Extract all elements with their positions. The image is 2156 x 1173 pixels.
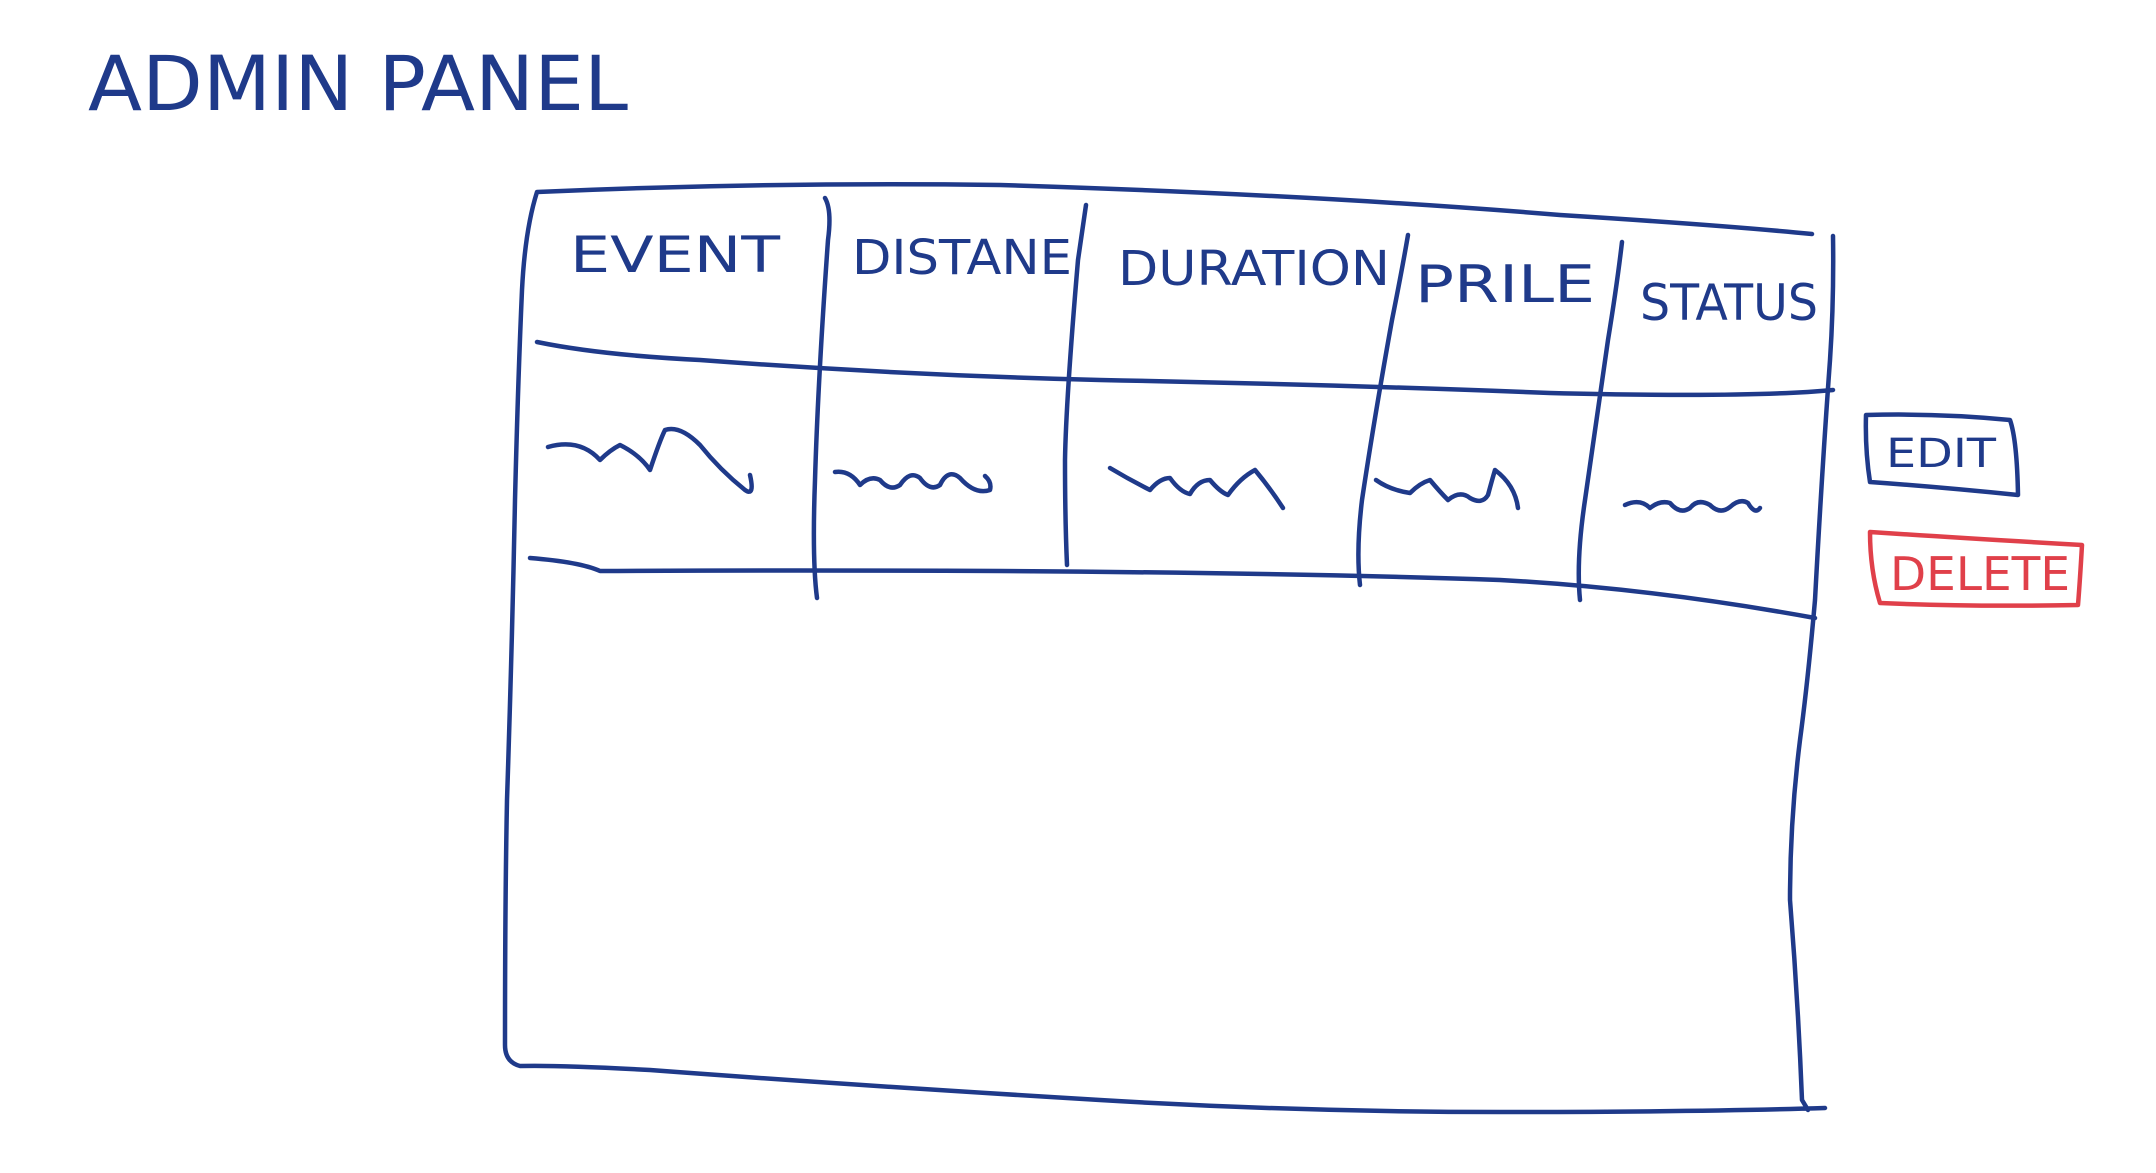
table-row[interactable] bbox=[545, 426, 1763, 513]
events-table: EVENT DISTANE DURATION PRILE STATUS bbox=[502, 182, 1836, 1115]
column-header-status[interactable]: STATUS bbox=[1640, 274, 1818, 332]
placeholder-scribble bbox=[1622, 498, 1763, 513]
edit-button-label[interactable]: EDIT bbox=[1886, 431, 1997, 477]
column-header-price[interactable]: PRILE bbox=[1415, 255, 1595, 315]
table-border bbox=[502, 182, 1836, 1115]
placeholder-scribble bbox=[545, 426, 754, 494]
placeholder-scribble bbox=[1373, 467, 1521, 511]
table-header: EVENT DISTANE DURATION PRILE STATUS bbox=[570, 226, 1818, 332]
delete-button-label[interactable]: DELETE bbox=[1890, 547, 2070, 601]
page-title: ADMIN PANEL bbox=[88, 39, 628, 128]
column-separator bbox=[1576, 239, 1625, 603]
column-header-distance[interactable]: DISTANE bbox=[852, 230, 1072, 286]
delete-button[interactable]: DELETE bbox=[1867, 529, 2085, 608]
placeholder-scribble bbox=[1107, 465, 1286, 511]
edit-button-border bbox=[1863, 412, 2021, 498]
column-separator bbox=[1062, 202, 1089, 568]
column-separator bbox=[1356, 232, 1411, 588]
row-divider bbox=[527, 555, 1818, 621]
header-divider bbox=[534, 339, 1836, 398]
edit-button[interactable]: EDIT bbox=[1863, 412, 2021, 498]
column-header-duration[interactable]: DURATION bbox=[1118, 241, 1390, 297]
delete-button-border bbox=[1867, 529, 2085, 608]
column-header-event[interactable]: EVENT bbox=[570, 226, 781, 284]
placeholder-scribble bbox=[832, 469, 993, 494]
column-separator bbox=[811, 195, 832, 601]
